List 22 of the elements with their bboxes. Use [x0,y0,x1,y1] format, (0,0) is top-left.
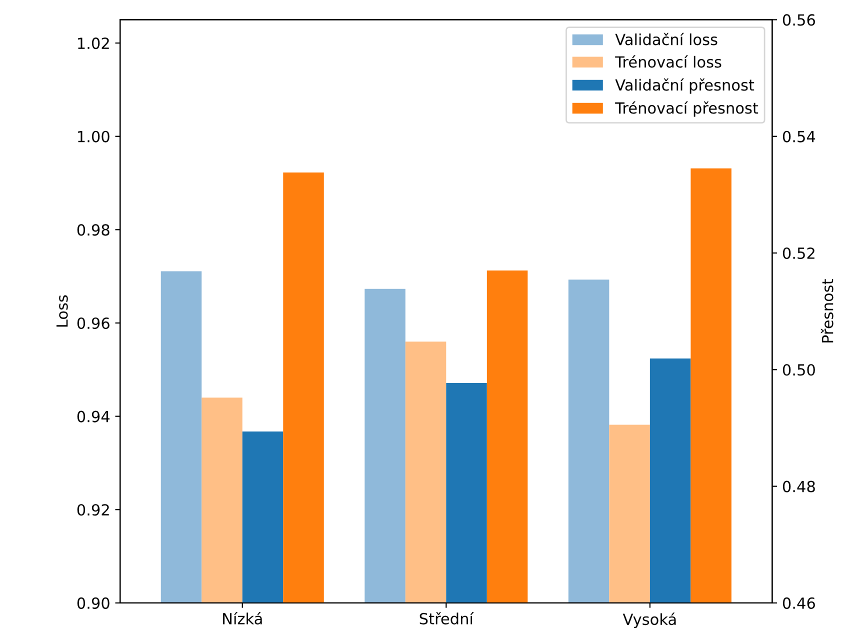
legend-label: Trénovací loss [615,55,722,68]
y2-tick-label: 0.46 [782,597,815,609]
legend-label: Validační přesnost [615,78,754,94]
y-tick-label: 0.90 [77,597,110,609]
y2-tick-label: 0.52 [782,247,814,260]
y2-tick-label: 0.48 [782,480,815,492]
y-tick-label: 1.02 [78,38,109,50]
y2-axis-title: Přesnost [820,279,834,342]
x-tick-label: Vysoká [622,612,676,628]
x-tick-label: Střední [420,612,474,624]
y-tick-label: 0.92 [77,504,109,516]
y-tick-label: 0.98 [77,224,110,236]
y-axis-title: Loss [56,295,68,327]
x-tick-label: Nízká [223,612,262,624]
y2-tick-label: 0.54 [782,130,816,142]
y-tick-label: 0.94 [77,410,110,422]
y2-tick-label: 0.56 [782,14,815,26]
y-tick-label: 1.00 [78,130,110,142]
legend-label: Validační loss [615,32,718,46]
legend-label: Trénovací přesnost [615,101,758,117]
y2-tick-label: 0.50 [782,364,815,376]
y-tick-label: 0.96 [77,317,110,330]
